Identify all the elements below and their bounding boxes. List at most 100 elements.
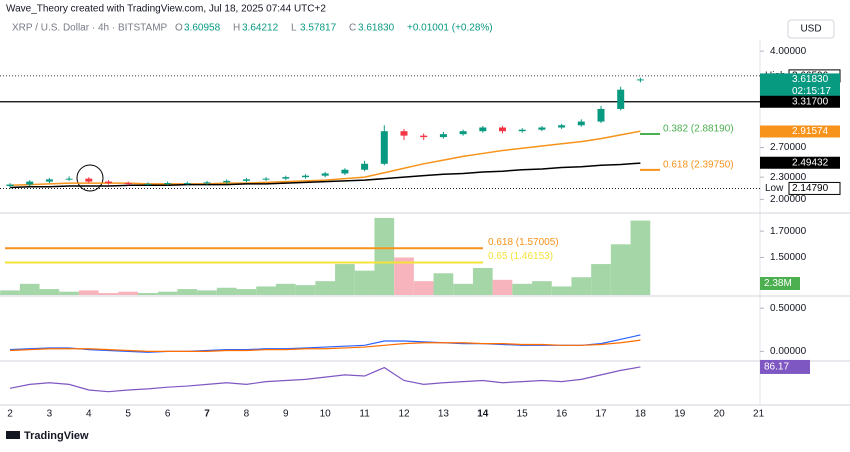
candle-body (558, 125, 566, 128)
candle-body (282, 177, 290, 179)
candle-body (26, 181, 34, 185)
volume-bar (413, 281, 434, 295)
price-box (788, 181, 841, 195)
candle-body (242, 179, 250, 181)
x-tick-label: 16 (556, 409, 568, 420)
volume-bar (256, 286, 276, 295)
y-tick-label: 1.50000 (770, 252, 807, 263)
x-tick-label: 10 (320, 409, 332, 420)
candle-body (321, 173, 329, 176)
ohlc-value: 3.57817 (300, 23, 337, 34)
credit: Wave_Theory created with TradingView.com… (6, 4, 326, 15)
price-label: 3.61830 (792, 74, 829, 85)
candle-body (203, 182, 211, 184)
volume-bar (472, 268, 493, 295)
x-tick-label: 14 (477, 409, 489, 420)
x-tick-label: 6 (165, 409, 171, 420)
candle-body (45, 179, 53, 182)
x-tick-label: 12 (398, 409, 410, 420)
currency[interactable]: USD (800, 24, 821, 35)
annotation-circle (76, 164, 104, 192)
logo (6, 431, 20, 439)
value-box (760, 359, 810, 374)
x-tick-label: 13 (438, 409, 450, 420)
line (9, 162, 641, 189)
fib-label: 0.65 (1.46153) (488, 251, 553, 262)
y-tick-label: 2.30000 (770, 172, 807, 183)
candle-body (262, 178, 270, 180)
price-box (760, 125, 840, 138)
volume-bar (335, 264, 355, 295)
candle-body (420, 135, 428, 138)
candle-body (597, 108, 605, 122)
volume-bar (0, 290, 20, 295)
candle-body (105, 181, 112, 184)
x-tick-label: 11 (359, 409, 370, 420)
candle-body (400, 131, 408, 136)
currency-button[interactable] (787, 19, 835, 39)
price-box (760, 156, 840, 169)
candle-body (538, 127, 546, 130)
candle-body (223, 180, 231, 183)
x-tick-label: 3 (47, 409, 53, 420)
x-tick-label: 15 (517, 409, 529, 420)
x-tick-label: 17 (595, 409, 607, 420)
candle-body (499, 127, 506, 132)
volume-bar (453, 283, 473, 295)
volume-bar (394, 257, 414, 295)
price-box (760, 95, 840, 108)
volume-bar (59, 291, 79, 295)
ohlc-value: 3.60958 (184, 23, 221, 34)
x-tick-label: 7 (204, 409, 210, 420)
volume-bar (98, 293, 119, 295)
y-tick-label: 2.70000 (770, 142, 807, 153)
x-tick-label: 4 (86, 409, 92, 420)
candle-body (459, 131, 467, 135)
volume-bar (315, 281, 336, 295)
x-tick-label: 21 (753, 409, 765, 420)
candle-body (302, 175, 309, 178)
symbol: XRP / U.S. Dollar · 4h · BITSTAMP (12, 23, 168, 34)
volume-bar (374, 217, 395, 295)
candle-body (183, 183, 191, 185)
candle-body (617, 89, 625, 109)
x-tick-label: 19 (674, 409, 686, 420)
volume-bar (532, 281, 552, 295)
price-tag: Low (765, 183, 784, 194)
price-label: 2.14790 (792, 183, 829, 194)
line (9, 334, 641, 353)
candle-body (164, 183, 172, 185)
volume-box (760, 277, 800, 290)
brand: TradingView (24, 430, 89, 442)
volume-bar (197, 290, 217, 295)
candle-body (124, 183, 132, 185)
ohlc-key: L (291, 23, 297, 34)
candle-body (380, 131, 388, 164)
volume-bar (19, 283, 40, 295)
y-tick-label: 2.00000 (770, 194, 807, 205)
candle-body (65, 178, 73, 180)
candle-body (361, 163, 369, 170)
volume-bar (433, 273, 454, 295)
volume-label: 2.38M (764, 278, 792, 289)
ohlc-key: O (175, 23, 183, 34)
candle-body (85, 178, 93, 182)
y-tick-label: 4.00000 (770, 46, 807, 57)
price-label: 3.31700 (792, 96, 829, 107)
y-tick-label: 1.70000 (770, 226, 807, 237)
volume-bar (512, 283, 533, 295)
ohlc-value: 3.61830 (358, 23, 395, 34)
ohlc-key: C (349, 23, 356, 34)
volume-bar (354, 270, 375, 295)
volume-bar (118, 291, 139, 295)
volume-bar (177, 289, 198, 295)
line (9, 130, 641, 187)
x-tick-label: 8 (244, 409, 250, 420)
volume-bar (591, 264, 611, 295)
price-label: 2.91574 (792, 126, 829, 137)
volume-bar (78, 290, 99, 295)
price-label: 2.49432 (792, 157, 829, 168)
volume-bar (157, 291, 178, 295)
y-tick-label: 0.00000 (770, 346, 807, 357)
